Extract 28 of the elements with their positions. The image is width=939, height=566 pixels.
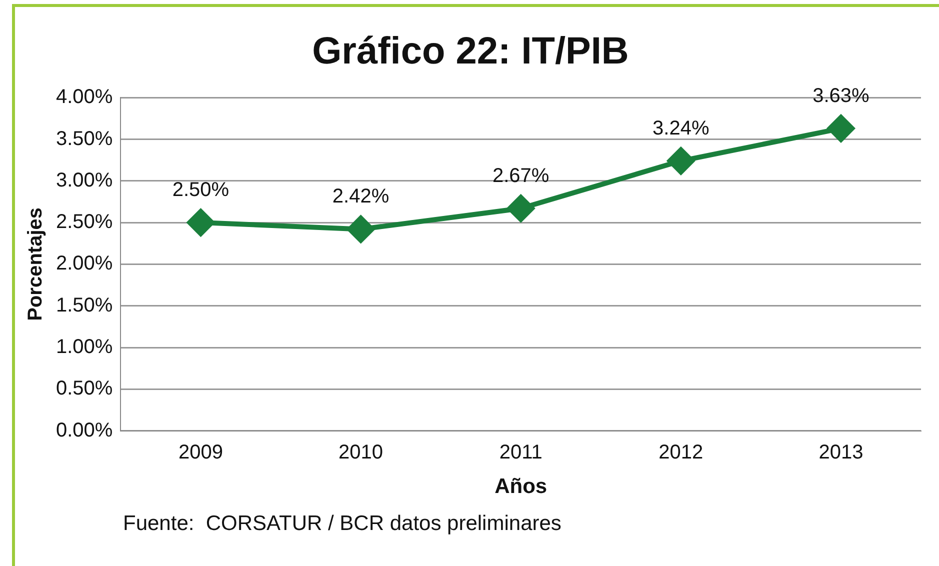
text: 2.50% [172, 179, 230, 202]
x-tick-label: 2013 [818, 441, 864, 464]
source-note: Fuente: CORSATUR / BCR datos preliminares [123, 512, 562, 535]
y-tick-label: 2.50% [56, 211, 113, 234]
y-tick-label: 3.00% [56, 169, 113, 192]
y-tick-label: 3.50% [56, 128, 113, 150]
point [667, 147, 694, 174]
y-axis-title: Porcentajes [24, 208, 47, 321]
point [827, 114, 854, 142]
y-tick-label: 1.00% [56, 336, 113, 358]
text: 3.63% [812, 84, 870, 107]
point [347, 216, 374, 243]
x-tick-label: 2011 [499, 441, 542, 464]
text: 3.24% [652, 117, 710, 140]
x-tick-label: 2010 [338, 441, 384, 464]
x-tick-label: 2012 [658, 441, 704, 464]
chart-title: Gráfico 22: IT/PIB [312, 30, 629, 72]
point [507, 194, 534, 222]
point [187, 209, 214, 236]
y-tick-label: 0.50% [56, 378, 113, 400]
y-tick-label: 2.00% [56, 252, 113, 275]
y-tick-label: 4.00% [56, 86, 113, 108]
y-tick-label: 0.00% [56, 419, 113, 442]
x-axis-title: Años [494, 475, 548, 498]
text: 2.67% [492, 164, 550, 187]
y-tick-label: 1.50% [56, 294, 113, 316]
x-tick-label: 2009 [178, 441, 223, 464]
text: 2.42% [332, 186, 390, 208]
